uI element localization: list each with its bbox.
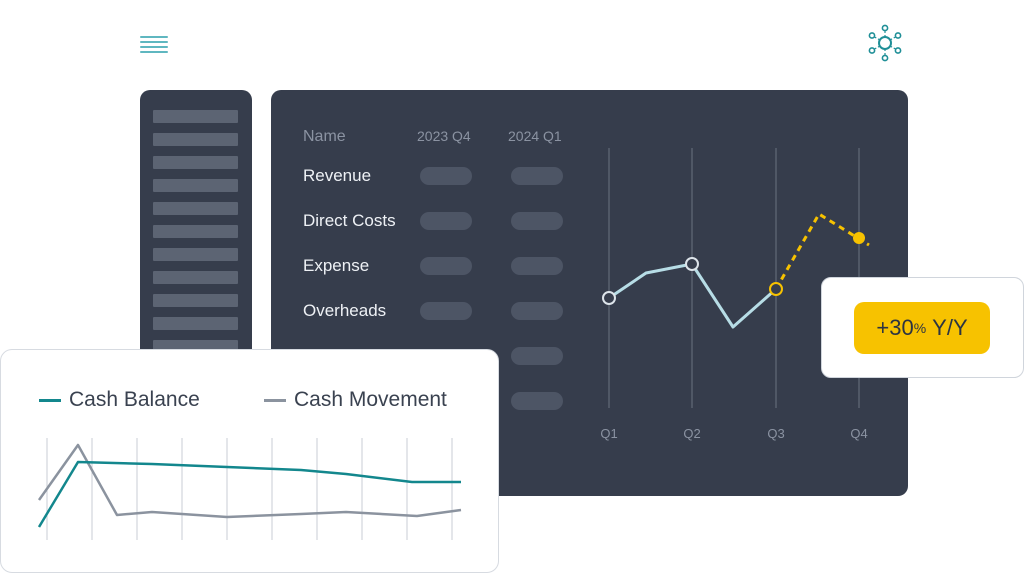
growth-badge: +30% Y/Y bbox=[854, 302, 990, 354]
sidebar-placeholder bbox=[153, 248, 238, 261]
sidebar-placeholder bbox=[153, 133, 238, 146]
sidebar-placeholder bbox=[153, 110, 238, 123]
sidebar-placeholder bbox=[153, 202, 238, 215]
cash-movement-line bbox=[37, 443, 462, 519]
data-point bbox=[602, 291, 616, 305]
tick-label-q1: Q1 bbox=[600, 426, 617, 441]
column-header-2024-q1: 2024 Q1 bbox=[508, 128, 562, 144]
forecast-line bbox=[774, 211, 870, 290]
sidebar-placeholder bbox=[153, 294, 238, 307]
network-icon[interactable] bbox=[866, 24, 904, 62]
legend-label: Cash Balance bbox=[69, 388, 200, 411]
forecast-point bbox=[769, 282, 783, 296]
row-label-direct-costs: Direct Costs bbox=[303, 211, 396, 230]
growth-percent-sign: % bbox=[913, 320, 927, 336]
row-label-revenue: Revenue bbox=[303, 166, 372, 185]
row-label-expense: Expense bbox=[303, 256, 370, 275]
value-placeholder bbox=[511, 212, 563, 230]
value-placeholder bbox=[511, 257, 563, 275]
value-placeholder bbox=[420, 212, 472, 230]
value-placeholder bbox=[511, 347, 563, 365]
legend-cash-balance: Cash Balance bbox=[39, 388, 200, 412]
sidebar-placeholder bbox=[153, 317, 238, 330]
cash-chart-card: Cash Balance Cash Movement bbox=[0, 349, 499, 573]
growth-value: +30 bbox=[876, 315, 914, 340]
sidebar-placeholder bbox=[153, 179, 238, 192]
value-placeholder bbox=[420, 257, 472, 275]
tick-label-q3: Q3 bbox=[767, 426, 784, 441]
column-header-2023-q4: 2023 Q4 bbox=[417, 128, 471, 144]
legend-swatch bbox=[39, 398, 61, 402]
sidebar bbox=[140, 90, 252, 380]
cash-balance-line bbox=[37, 460, 461, 528]
value-placeholder bbox=[511, 167, 563, 185]
legend-label: Cash Movement bbox=[294, 388, 447, 411]
sidebar-placeholder bbox=[153, 225, 238, 238]
data-point bbox=[685, 257, 699, 271]
actual-line bbox=[603, 262, 777, 329]
value-placeholder bbox=[511, 302, 563, 320]
sidebar-placeholder bbox=[153, 156, 238, 169]
value-placeholder bbox=[420, 167, 472, 185]
value-placeholder bbox=[420, 302, 472, 320]
forecast-point bbox=[853, 232, 865, 244]
menu-icon[interactable] bbox=[140, 36, 168, 54]
legend-cash-movement: Cash Movement bbox=[264, 388, 447, 412]
legend-swatch bbox=[264, 398, 286, 402]
value-placeholder bbox=[511, 392, 563, 410]
cash-chart bbox=[37, 438, 462, 540]
tick-label-q2: Q2 bbox=[683, 426, 700, 441]
sidebar-placeholder bbox=[153, 271, 238, 284]
growth-period: Y/Y bbox=[932, 315, 968, 340]
tick-label-q4: Q4 bbox=[850, 426, 867, 441]
growth-card: +30% Y/Y bbox=[821, 277, 1024, 378]
row-label-overheads: Overheads bbox=[303, 301, 387, 320]
column-header-name: Name bbox=[303, 128, 346, 145]
